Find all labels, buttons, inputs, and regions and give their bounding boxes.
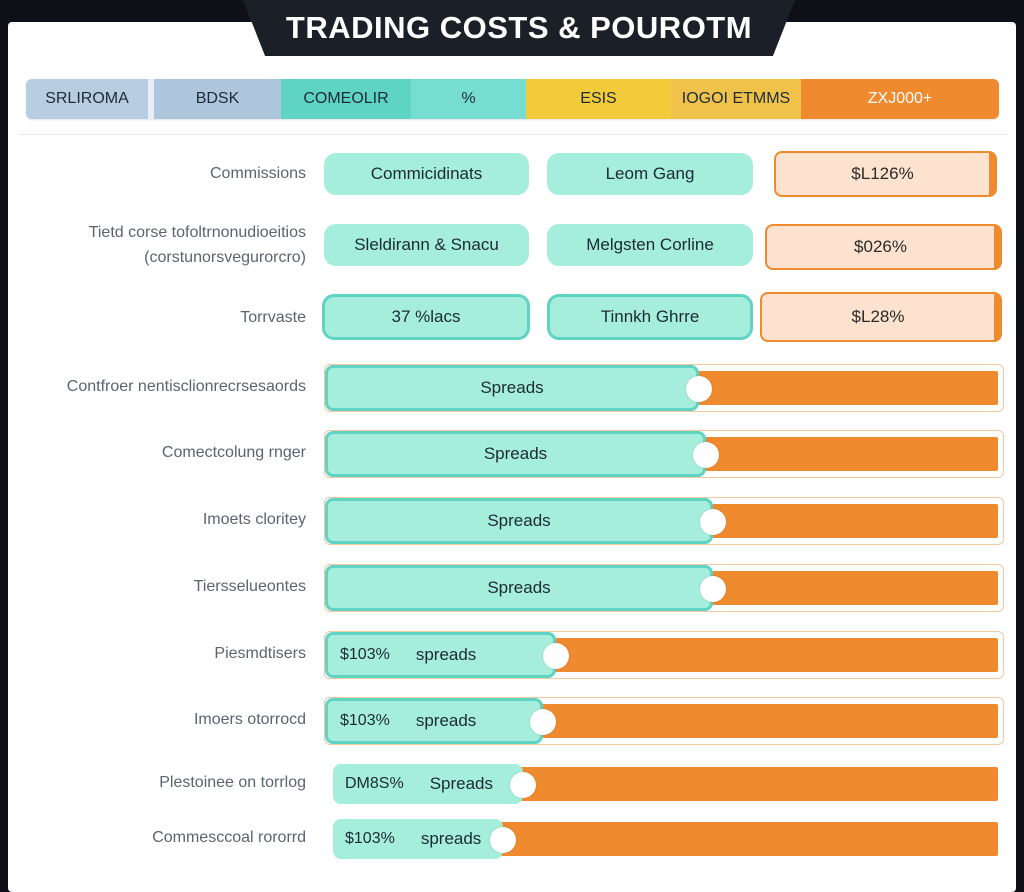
- cost-bar-row[interactable]: $103% spreads: [324, 697, 1004, 745]
- legend-segment[interactable]: SRLIROMA: [26, 79, 148, 119]
- row-pill-secondary[interactable]: Leom Gang: [547, 153, 753, 195]
- spread-percent: $103%: [345, 830, 395, 847]
- slider-knob[interactable]: [686, 376, 712, 402]
- legend-segment[interactable]: %: [411, 79, 526, 119]
- legend-bar: SRLIROMA BDSK COMEOLIR % ESIS IOGOI ETMM…: [26, 79, 999, 119]
- cost-bar-orange: [533, 704, 998, 738]
- spread-label: Spreads: [429, 774, 494, 793]
- spread-percent: $103%: [340, 646, 390, 663]
- page-title: TRADING COSTS & POUROTM: [285, 10, 753, 45]
- spread-bar[interactable]: Spreads: [325, 498, 713, 544]
- spread-bar[interactable]: Spreads: [325, 365, 699, 411]
- row-label: Tietd corse tofoltrnonudioeitios (corstu…: [89, 222, 306, 269]
- bar-row-label: Contfroer nentisclionrecrsesaords: [66, 378, 306, 395]
- cost-bar-row[interactable]: Spreads: [324, 364, 1004, 412]
- slider-knob[interactable]: [510, 772, 536, 798]
- cost-bar-orange: [546, 638, 998, 672]
- cost-bar-row[interactable]: $103% spreads: [324, 815, 1004, 863]
- spread-label: Spreads: [480, 378, 544, 397]
- spread-label: spreads: [415, 645, 477, 664]
- bar-row-label: Tiersselueontes: [193, 578, 306, 595]
- slider-knob[interactable]: [700, 509, 726, 535]
- slider-knob[interactable]: [543, 643, 569, 669]
- cost-bar-orange: [696, 437, 998, 471]
- row-pill-primary[interactable]: Commicidinats: [324, 153, 529, 195]
- slider-knob[interactable]: [693, 442, 719, 468]
- legend-segment[interactable]: ESIS: [526, 79, 671, 119]
- cost-bar-row[interactable]: Spreads: [324, 564, 1004, 612]
- spread-bar[interactable]: Spreads: [325, 431, 706, 477]
- bar-row-label: Imoets cloritey: [202, 511, 306, 528]
- row-label-sub: (corstunorsvegurorcro): [144, 249, 306, 266]
- cost-bar-orange: [493, 822, 998, 856]
- spread-bar[interactable]: Spreads: [325, 565, 713, 611]
- bar-row-label: Imoers otorrocd: [193, 711, 306, 728]
- slider-knob[interactable]: [700, 576, 726, 602]
- bar-row-label: Comectcolung rnger: [161, 444, 306, 461]
- slider-knob[interactable]: [530, 709, 556, 735]
- cost-bar-orange: [689, 371, 998, 405]
- row-label-line: Tietd corse tofoltrnonudioeitios: [88, 224, 306, 241]
- cost-bar-row[interactable]: Spreads: [324, 430, 1004, 478]
- cost-bar-row[interactable]: $103% spreads: [324, 631, 1004, 679]
- spread-bar[interactable]: $103% spreads: [325, 632, 556, 678]
- bar-row-label: Piesmdtisers: [214, 645, 306, 662]
- legend-segment[interactable]: ZXJ000+: [801, 79, 999, 119]
- row-cost-value[interactable]: $L28%: [760, 292, 1002, 342]
- spread-label: Spreads: [487, 578, 551, 597]
- row-cost-value[interactable]: $L126%: [774, 151, 997, 197]
- spread-percent: DM8S%: [345, 775, 404, 792]
- cost-bar-orange: [513, 767, 998, 801]
- spread-label: Spreads: [483, 444, 548, 463]
- row-pill-primary[interactable]: Sleldirann & Snacu: [324, 224, 529, 266]
- row-cost-value[interactable]: $026%: [765, 224, 1002, 270]
- spread-label: spreads: [415, 711, 477, 730]
- legend-separator: [148, 79, 154, 119]
- spread-bar[interactable]: DM8S% Spreads: [333, 764, 523, 804]
- row-label: Torrvaste: [240, 309, 306, 326]
- spread-label: Spreads: [487, 511, 551, 530]
- divider: [18, 134, 1008, 135]
- slider-knob[interactable]: [490, 827, 516, 853]
- bar-row-label: Commesccoal rororrd: [152, 829, 306, 846]
- row-pill-primary[interactable]: 37 %lacs: [322, 294, 530, 340]
- legend-segment[interactable]: BDSK: [154, 79, 281, 119]
- row-pill-secondary[interactable]: Melgsten Corline: [547, 224, 753, 266]
- cost-bar-row[interactable]: Spreads: [324, 497, 1004, 545]
- spread-bar[interactable]: $103% spreads: [333, 819, 503, 859]
- row-pill-secondary[interactable]: Tinnkh Ghrre: [547, 294, 753, 340]
- cost-bar-row[interactable]: DM8S% Spreads: [324, 760, 1004, 808]
- legend-segment[interactable]: IOGOI ETMMS: [671, 79, 801, 119]
- legend-segment[interactable]: COMEOLIR: [281, 79, 411, 119]
- row-label: Commissions: [209, 165, 306, 182]
- title-banner: TRADING COSTS & POUROTM: [243, 0, 795, 56]
- spread-bar[interactable]: $103% spreads: [325, 698, 543, 744]
- spread-label: spreads: [420, 829, 482, 848]
- cost-bar-orange: [703, 571, 998, 605]
- cost-bar-orange: [703, 504, 998, 538]
- bar-row-label: Plestoinee on torrlog: [159, 774, 306, 791]
- spread-percent: $103%: [340, 712, 390, 729]
